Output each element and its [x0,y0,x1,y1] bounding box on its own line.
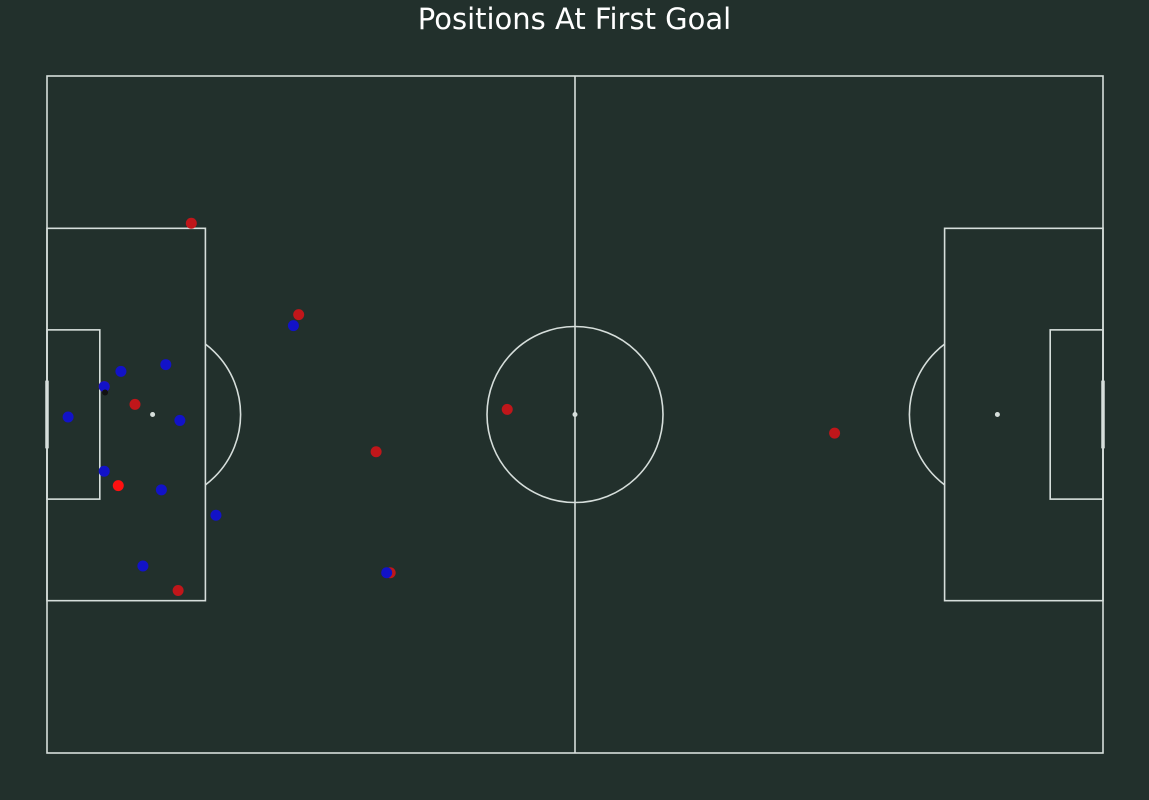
player-point-s0-7 [829,427,841,439]
right-penalty-box [943,227,1104,602]
player-point-s2-0 [112,480,124,492]
player-point-s0-4 [370,446,382,458]
player-point-s0-3 [501,403,513,415]
right-penalty-spot [994,412,1000,417]
player-point-s0-6 [172,585,184,597]
player-point-s1-3 [98,381,110,393]
player-point-s0-1 [293,309,305,321]
player-point-s1-5 [174,414,186,426]
player-point-s1-6 [98,465,110,477]
center-circle [486,325,664,504]
player-point-s0-2 [129,398,141,410]
player-point-s3-0 [102,389,109,396]
left-penalty-arc [205,343,242,486]
right-six-yard-box [1049,329,1104,500]
center-spot [572,412,578,417]
player-point-s1-10 [381,567,393,579]
player-point-s1-1 [115,365,127,377]
player-point-s1-2 [160,359,172,371]
right-penalty-arc [908,343,945,486]
player-point-s1-0 [287,320,299,332]
player-point-s0-0 [185,217,197,229]
player-point-s1-8 [210,509,222,521]
player-point-s1-4 [62,411,74,423]
chart-title: Positions At First Goal [417,2,732,36]
left-six-yard-box [46,329,101,500]
left-penalty-spot [150,412,156,417]
player-point-s1-7 [155,484,167,496]
player-point-s1-9 [137,560,149,572]
